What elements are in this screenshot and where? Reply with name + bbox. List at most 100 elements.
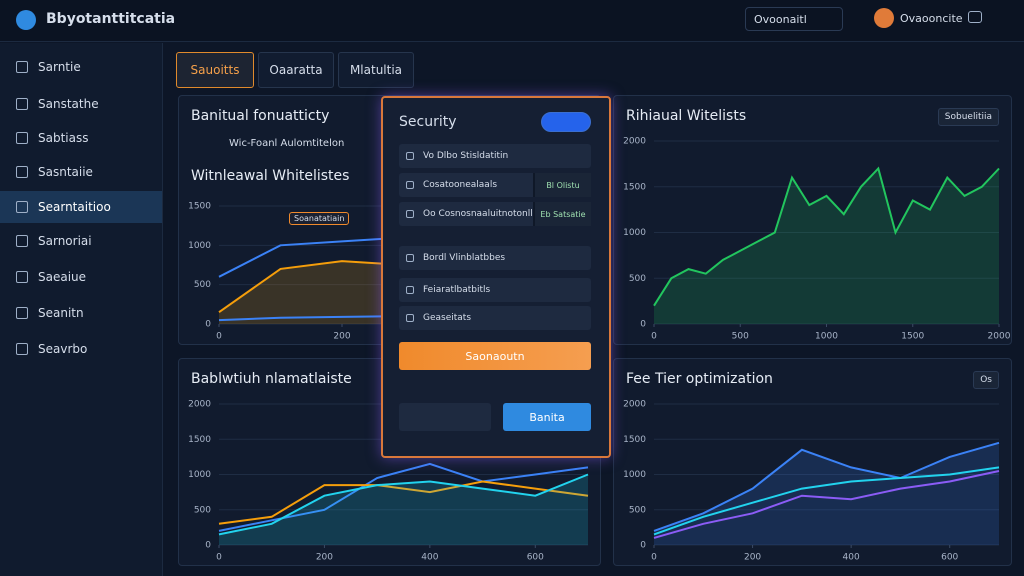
primary-button[interactable]: Saonaoutn — [399, 342, 591, 370]
row-label: Feiaratlbatbitls — [423, 285, 491, 295]
x-tick-label: 500 — [732, 332, 749, 342]
y-tick-label: 1000 — [188, 470, 211, 480]
x-tick-label: 600 — [941, 553, 958, 563]
user-name[interactable]: Ovaooncite — [900, 12, 963, 25]
brand: Bbyotanttitcatia — [46, 11, 176, 27]
y-tick-label: 500 — [194, 280, 211, 290]
x-tick-label: 0 — [651, 332, 657, 342]
modal-row[interactable]: Oo Cosnosnaaluitnotonlls Eb Satsatie — [399, 202, 591, 226]
sidebar-label: Sarnoriai — [38, 234, 92, 248]
chart: 0 500 1000 1500 2000 0 500 1000 1500 2000 — [623, 137, 1011, 342]
chart-badge: Soanatatiain — [289, 212, 350, 225]
modal-row[interactable]: Geaseitats — [399, 306, 591, 330]
chart-panel: Fee Tier optimization Os 0 500 1000 1500 2000 0… — [613, 358, 1012, 566]
toggle[interactable] — [541, 112, 591, 132]
panel-control[interactable]: Os — [973, 371, 999, 389]
series-line — [653, 466, 1000, 536]
sidebar-item[interactable]: Seavrbo — [0, 333, 162, 365]
sidebar-item[interactable]: Sasntaiie — [0, 156, 162, 188]
x-tick-label: 0 — [651, 553, 657, 563]
row-icon — [406, 286, 414, 294]
sidebar-label: Sasntaiie — [38, 165, 93, 179]
cancel-button[interactable] — [399, 403, 491, 431]
search[interactable]: Ovoonaitl — [745, 7, 843, 31]
row-label: Bordl Vlinblatbbes — [423, 253, 506, 263]
y-tick-label: 500 — [629, 505, 646, 515]
sidebar-label: Sabtiass — [38, 131, 89, 145]
security-modal: Security Vo Dlbo Stisldatitin Cosatooneal… — [381, 96, 611, 458]
sidebar: Sarntie Sanstathe Sabtiass Sasntaiie Searnta… — [0, 43, 163, 576]
series-line — [653, 441, 1000, 532]
panel-heading: Witnleawal Whitelistes — [191, 168, 350, 184]
avatar[interactable] — [874, 8, 894, 28]
tab[interactable]: Sauoitts — [176, 52, 254, 88]
row-icon — [406, 314, 414, 322]
x-tick-label: 2000 — [988, 332, 1011, 342]
sidebar-item[interactable]: Sanstathe — [0, 88, 162, 120]
settings-icon[interactable] — [968, 11, 982, 23]
x-tick-label: 600 — [527, 553, 544, 563]
y-tick-label: 500 — [194, 505, 211, 515]
row-label: Oo Cosnosnaaluitnotonlls — [423, 209, 538, 219]
sidebar-icon — [16, 98, 28, 110]
sidebar-icon — [16, 132, 28, 144]
x-tick-label: 1500 — [901, 332, 924, 342]
modal-title: Security — [399, 114, 457, 130]
tab[interactable]: Mlatultia — [338, 52, 414, 88]
tab[interactable]: Oaaratta — [258, 52, 334, 88]
y-tick-label: 500 — [629, 274, 646, 284]
logo — [16, 10, 36, 30]
modal-row[interactable]: Feiaratlbatbitls — [399, 278, 591, 302]
y-tick-label: 0 — [205, 541, 211, 551]
y-tick-label: 2000 — [623, 137, 646, 147]
modal-row[interactable]: Vo Dlbo Stisldatitin — [399, 144, 591, 168]
series-line — [653, 166, 1000, 307]
panel-title: Bablwtiuh nlamatlaiste — [191, 371, 352, 387]
y-tick-label: 1500 — [188, 202, 211, 212]
sidebar-item[interactable]: Sabtiass — [0, 122, 162, 154]
y-tick-label: 1000 — [623, 228, 646, 238]
x-tick-label: 200 — [333, 332, 350, 342]
row-label: Geaseitats — [423, 313, 472, 323]
sidebar-item[interactable]: Sarntie — [0, 51, 162, 83]
x-tick-label: 0 — [216, 553, 222, 563]
sidebar-icon — [16, 61, 28, 73]
x-tick-label: 400 — [421, 553, 438, 563]
sidebar-label: Seavrbo — [38, 342, 88, 356]
y-tick-label: 2000 — [188, 400, 211, 410]
y-tick-label: 1000 — [623, 470, 646, 480]
panel-title: Fee Tier optimization — [626, 371, 773, 387]
confirm-button[interactable]: Banita — [503, 403, 591, 431]
x-tick-label: 1000 — [815, 332, 838, 342]
sidebar-item[interactable]: Seanitn — [0, 297, 162, 329]
y-tick-label: 2000 — [623, 400, 646, 410]
sidebar-icon — [16, 235, 28, 247]
sidebar-label: Searntaitioo — [38, 200, 111, 214]
x-tick-label: 200 — [744, 553, 761, 563]
series-area — [654, 442, 999, 545]
row-label: Vo Dlbo Stisldatitin — [423, 151, 509, 161]
modal-row[interactable]: Cosatoonealaals Bl Olistu — [399, 173, 591, 197]
sidebar-icon — [16, 271, 28, 283]
chart: 0 500 1000 1500 2000 0 200 400 600 — [623, 400, 1000, 563]
y-tick-label: 0 — [205, 320, 211, 330]
row-badge: Eb Satsatie — [533, 202, 591, 226]
modal-row[interactable]: Bordl Vlinblatbbes — [399, 246, 591, 270]
sidebar-item[interactable]: Sarnoriai — [0, 225, 162, 257]
row-badge: Bl Olistu — [533, 173, 591, 197]
panel-subtitle: Wic-Foanl Aulomtitelon — [229, 138, 345, 149]
sidebar-item[interactable]: Saeaiue — [0, 261, 162, 293]
sidebar-icon — [16, 166, 28, 178]
sidebar-icon — [16, 343, 28, 355]
series-area — [654, 168, 999, 324]
chart: 0 500 1000 1500 2000 0 200 400 600 — [188, 400, 589, 563]
y-tick-label: 1500 — [623, 435, 646, 445]
x-tick-label: 0 — [216, 332, 222, 342]
sidebar-label: Sanstathe — [38, 97, 99, 111]
sidebar-item[interactable]: Searntaitioo — [0, 191, 162, 223]
y-tick-label: 0 — [640, 320, 646, 330]
panel-control[interactable]: Sobuelitiia — [937, 108, 999, 126]
row-icon — [406, 254, 414, 262]
sidebar-label: Seanitn — [38, 306, 84, 320]
